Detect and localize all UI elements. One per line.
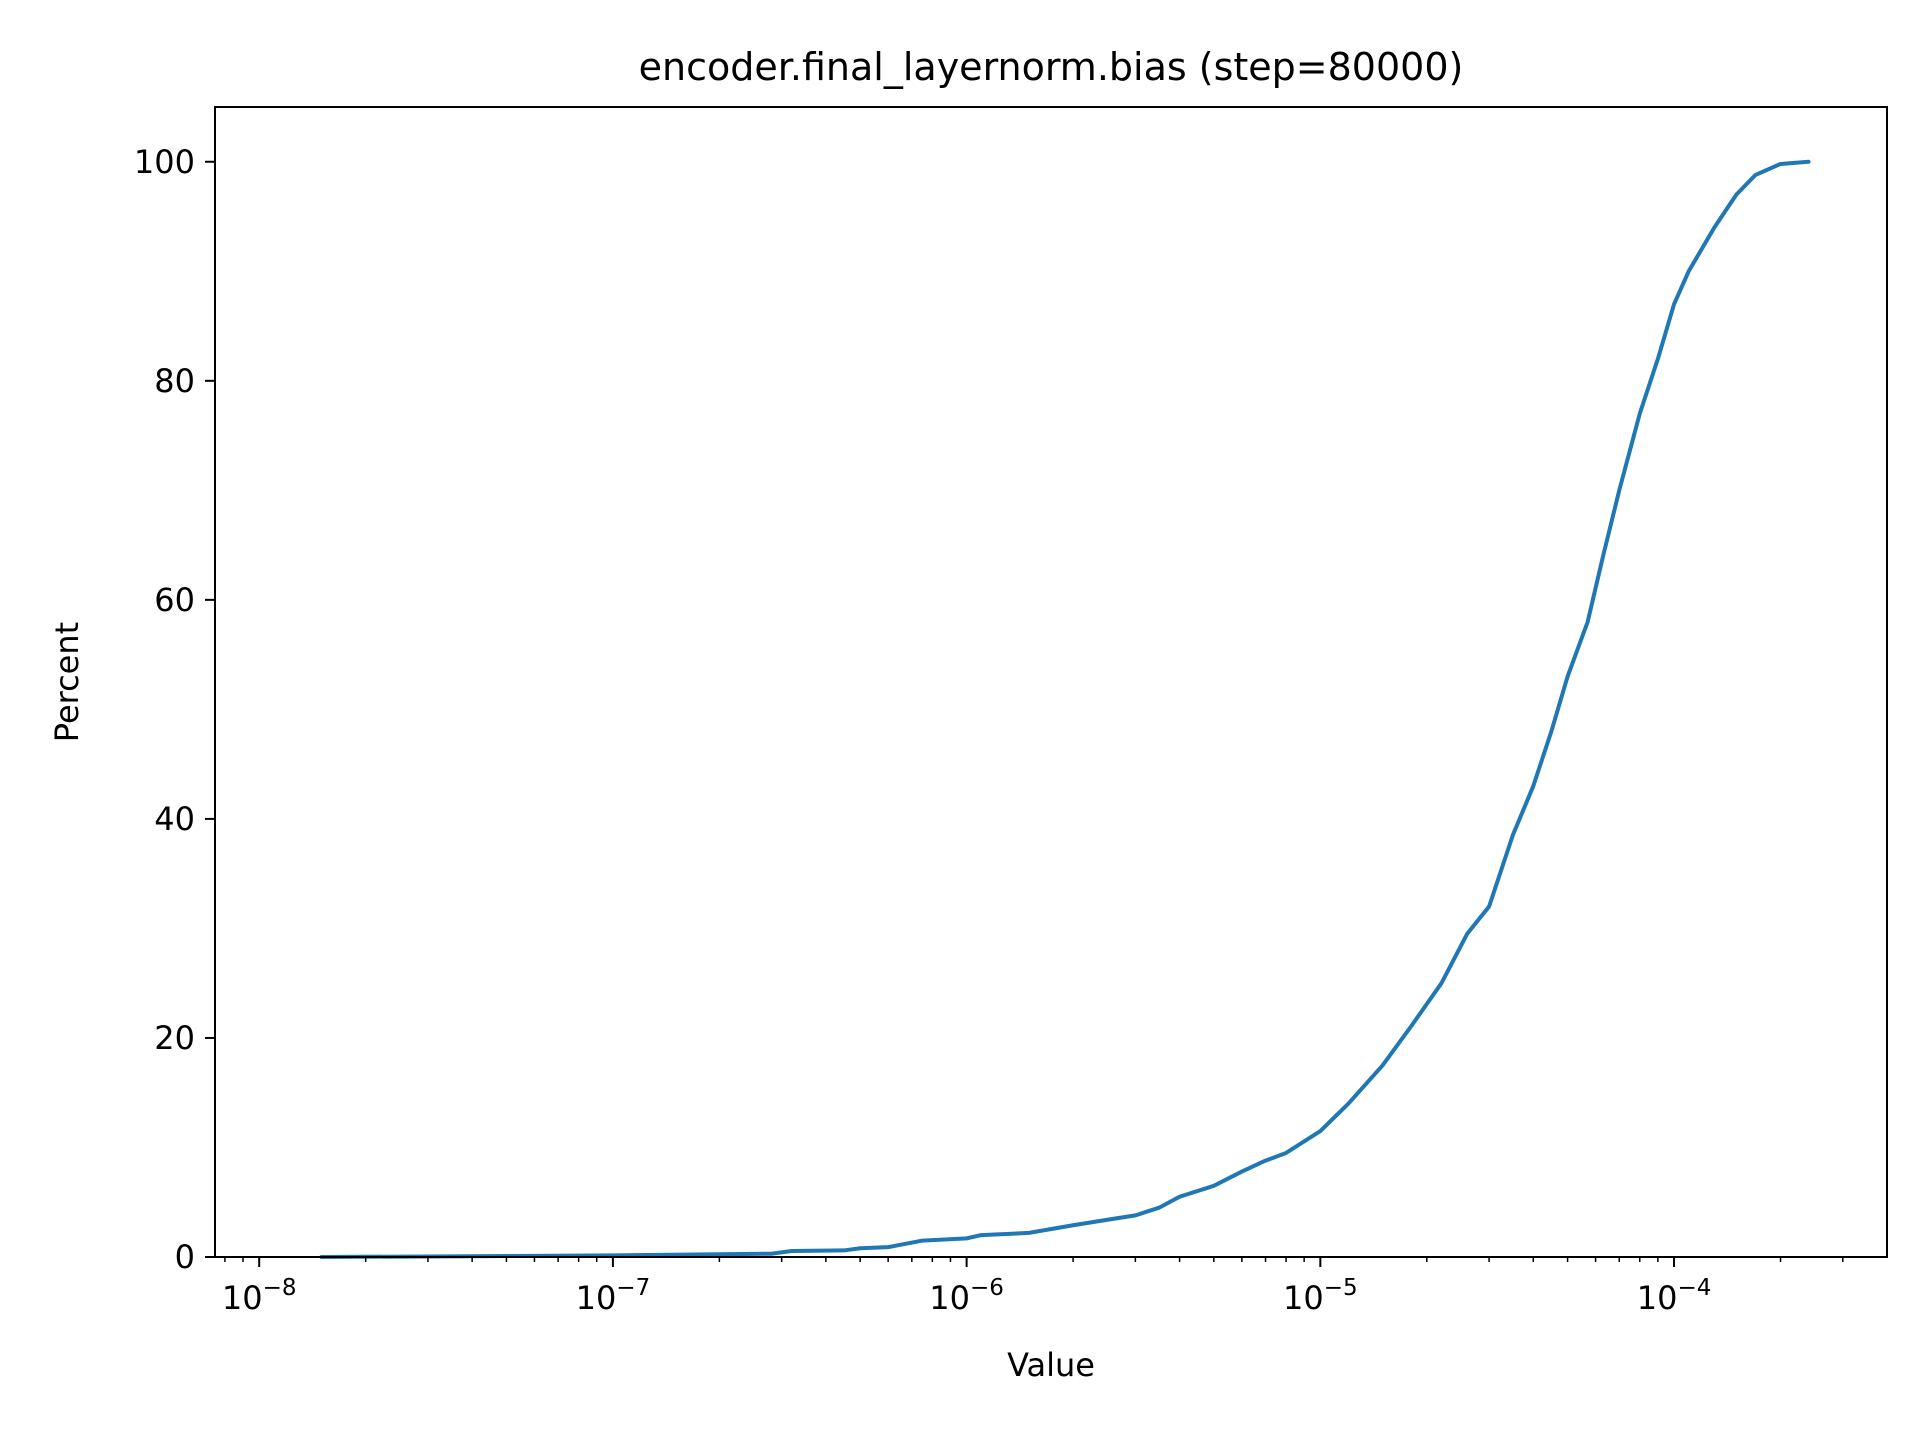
x-tick-label-1: 10−7 [576, 1275, 651, 1317]
series-line-0 [319, 159, 1811, 1259]
y-tick-label-1: 20 [154, 1019, 195, 1057]
plot-frame [214, 106, 1888, 1258]
y-tick-label-3: 60 [154, 581, 195, 619]
y-axis-title: Percent [48, 622, 86, 742]
plot-layer [319, 159, 1811, 1259]
y-tick-label-2: 40 [154, 800, 195, 838]
y-tick-label-0: 0 [175, 1238, 195, 1276]
x-tick-label-3: 10−5 [1283, 1275, 1358, 1317]
y-axis: 0 20 40 60 80 100 [134, 143, 215, 1276]
x-axis: 10−8 10−7 10−6 10−5 10−4 [222, 1257, 1844, 1317]
x-tick-label-2: 10−6 [929, 1275, 1004, 1317]
y-tick-label-5: 100 [134, 143, 195, 181]
x-tick-label-0: 10−8 [222, 1275, 297, 1317]
chart-title: encoder.final_layernorm.bias (step=80000… [639, 45, 1464, 89]
y-tick-label-4: 80 [154, 362, 195, 400]
x-axis-title: Value [1007, 1346, 1095, 1384]
x-tick-label-4: 10−4 [1637, 1275, 1712, 1317]
